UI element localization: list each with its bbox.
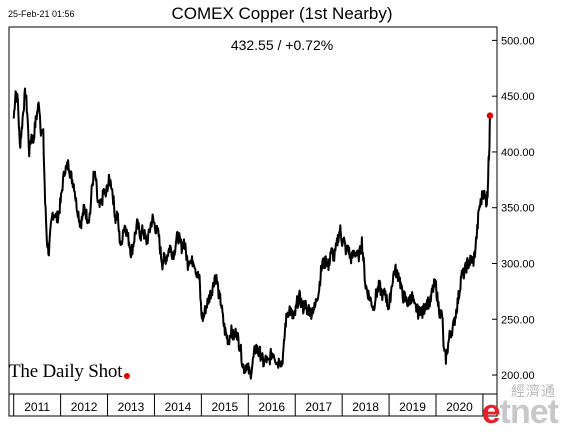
y-tick-label: 250.00 xyxy=(501,314,535,326)
x-tick-label: 2017 xyxy=(305,400,332,414)
x-tick-label: 2018 xyxy=(352,400,379,414)
x-tick-label: 2020 xyxy=(446,400,473,414)
x-tick-label: 2013 xyxy=(118,400,145,414)
watermark-logo-rest: tnet xyxy=(499,393,559,431)
price-series-line xyxy=(12,87,491,380)
brand-logo: The Daily Shot xyxy=(9,361,123,382)
plot-border xyxy=(8,26,498,417)
y-axis: 200.00 250.00 300.00 350.00 400.00 450.00 500.… xyxy=(492,35,535,382)
timestamp: 25-Feb-21 01:56 xyxy=(8,9,75,19)
y-tick-label: 500.00 xyxy=(501,35,535,47)
chart-title: COMEX Copper (1st Nearby) xyxy=(171,4,393,23)
x-tick-label: 2016 xyxy=(258,400,285,414)
watermark-logo-e: e xyxy=(481,393,501,431)
plot-area xyxy=(8,26,498,417)
watermark-logo: etnet xyxy=(481,393,559,432)
y-tick-label: 350.00 xyxy=(501,203,535,215)
x-tick-label: 2019 xyxy=(399,400,426,414)
watermark-chinese: 經濟通 xyxy=(511,384,556,400)
y-tick-label: 200.00 xyxy=(501,370,535,382)
brand-logo-dot xyxy=(124,373,130,379)
x-tick-label: 2015 xyxy=(211,400,238,414)
y-tick-label: 450.00 xyxy=(501,91,535,103)
y-tick-label: 300.00 xyxy=(501,258,535,270)
price-change-readout: 432.55 / +0.72% xyxy=(230,37,334,53)
x-tick-label: 2014 xyxy=(165,400,192,414)
x-tick-label: 2011 xyxy=(24,400,50,414)
x-axis: 2011 2012 2013 2014 2015 2016 2017 2018 2019 2020 xyxy=(13,394,484,416)
last-price-marker xyxy=(486,112,494,119)
x-tick-label: 2012 xyxy=(71,400,98,414)
y-tick-label: 400.00 xyxy=(501,147,535,159)
